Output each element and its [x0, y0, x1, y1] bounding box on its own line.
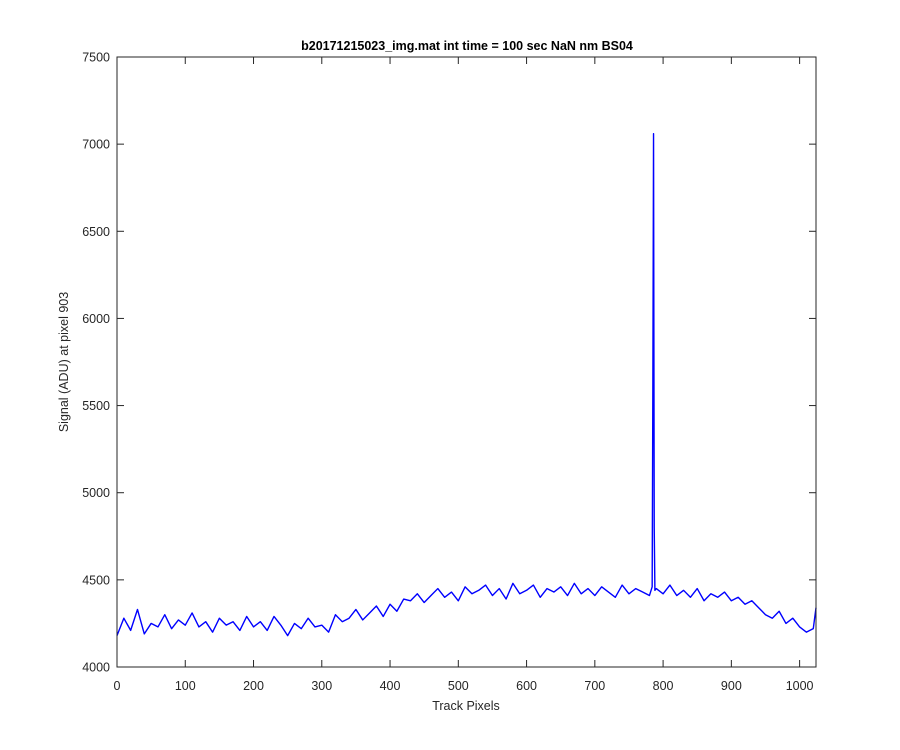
- y-axis: 4000 4500 5000 5500 6000 6500 7000 7500: [82, 51, 816, 675]
- y-tick-label: 6000: [82, 312, 110, 326]
- x-tick-label: 200: [243, 679, 264, 693]
- y-tick-label: 4500: [82, 573, 110, 587]
- y-tick-label: 7500: [82, 51, 110, 65]
- x-tick-label: 400: [380, 679, 401, 693]
- plot-area: [116, 56, 817, 668]
- axes-background: [117, 57, 816, 667]
- x-tick-label: 600: [516, 679, 537, 693]
- x-tick-label: 700: [584, 679, 605, 693]
- y-tick-label: 7000: [82, 138, 110, 152]
- chart-title: b20171215023_img.mat int time = 100 sec …: [301, 39, 633, 53]
- x-tick-label: 0: [114, 679, 121, 693]
- y-tick-label: 4000: [82, 661, 110, 675]
- y-tick-label: 5000: [82, 486, 110, 500]
- y-tick-label: 5500: [82, 399, 110, 413]
- axes-box: [116, 56, 817, 668]
- y-tick-label: 6500: [82, 225, 110, 239]
- y-axis-label: Signal (ADU) at pixel 903: [57, 292, 71, 432]
- x-tick-label: 1000: [786, 679, 814, 693]
- series-line-0: [116, 132, 817, 637]
- x-tick-label: 300: [311, 679, 332, 693]
- x-axis: 0 100 200 300 400 500 600 700 800 900 1000: [114, 57, 814, 693]
- x-tick-label: 800: [653, 679, 674, 693]
- x-axis-label: Track Pixels: [432, 699, 500, 713]
- x-tick-label: 900: [721, 679, 742, 693]
- x-tick-label: 500: [448, 679, 469, 693]
- x-tick-label: 100: [175, 679, 196, 693]
